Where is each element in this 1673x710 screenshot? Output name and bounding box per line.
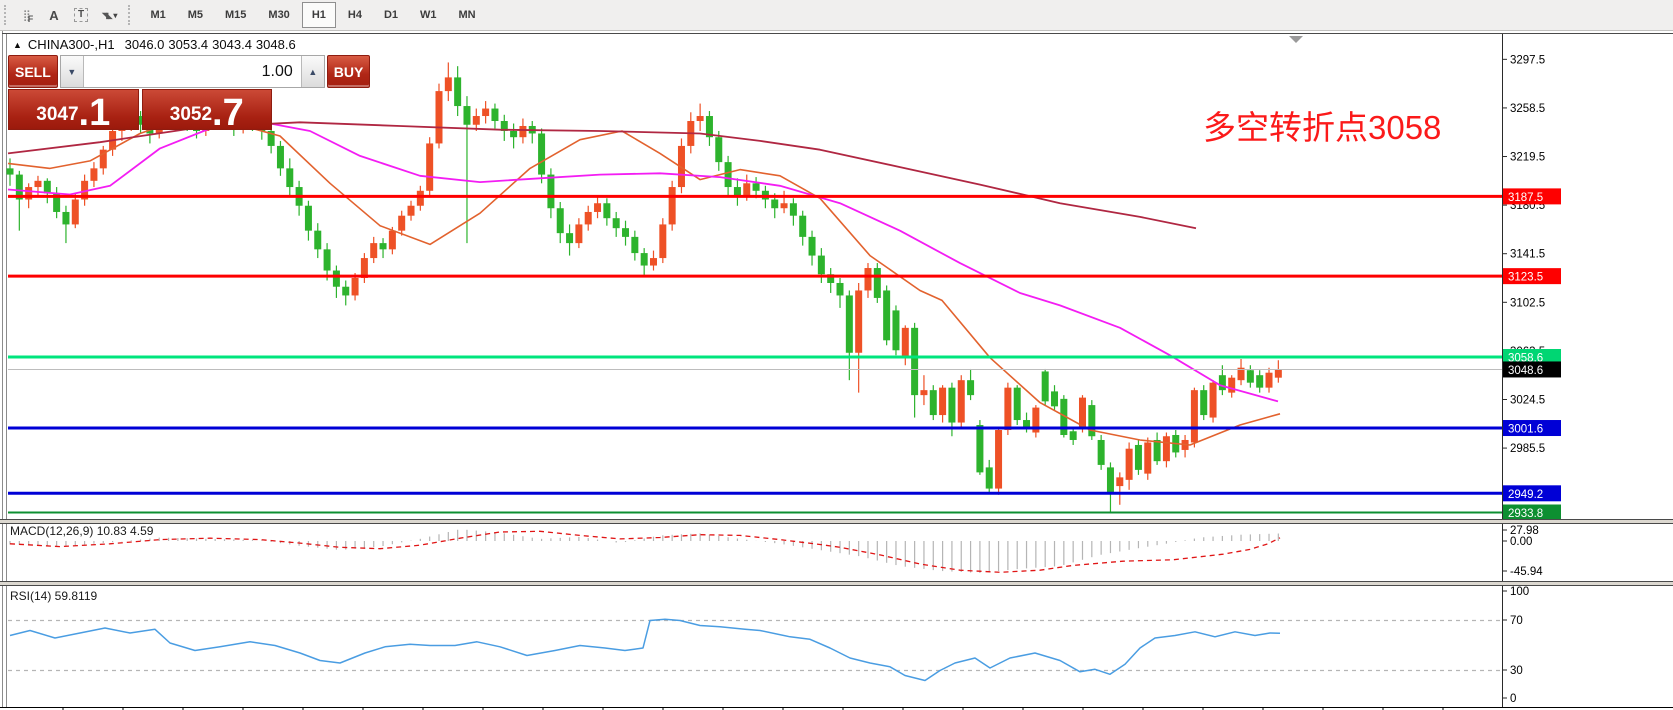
grid-dots-icon: ⣿	[22, 9, 31, 22]
svg-text:2985.5: 2985.5	[1510, 443, 1545, 455]
timeframe-button-m5[interactable]: M5	[178, 2, 213, 28]
sell-price-frac: .1	[78, 91, 111, 134]
svg-text:3048.6: 3048.6	[1508, 365, 1543, 377]
buy-price-display[interactable]: 3052.7	[141, 89, 272, 134]
chevron-down-icon: ▾	[113, 10, 118, 20]
volume-stepper: ▼ ▲	[59, 55, 325, 88]
svg-text:70: 70	[1510, 615, 1523, 627]
svg-text:30: 30	[1510, 665, 1523, 677]
buy-button[interactable]: BUY	[326, 55, 371, 88]
collapse-panel-arrow[interactable]: ▲	[13, 40, 22, 50]
svg-text:3258.5: 3258.5	[1510, 103, 1545, 115]
arrow-tools-icon[interactable]: ◥◣ ▾	[95, 3, 124, 27]
text-box-icon[interactable]: T	[67, 3, 95, 27]
high-value: 3053.4	[168, 37, 209, 52]
timeframe-button-d1[interactable]: D1	[374, 2, 408, 28]
volume-input[interactable]	[83, 56, 301, 87]
chart-title: ▲ CHINA300-,H1 3046.0 3053.4 3043.4 3048.6	[13, 37, 300, 52]
rsi-indicator-label: RSI(14) 59.8119	[10, 589, 98, 603]
svg-text:3001.6: 3001.6	[1508, 424, 1543, 436]
crosshair-grid-icon[interactable]: ⣿ F	[15, 3, 41, 27]
svg-text:3219.5: 3219.5	[1510, 152, 1545, 164]
svg-text:27.98: 27.98	[1510, 525, 1539, 537]
timeframe-button-m1[interactable]: M1	[140, 2, 175, 28]
sell-price-main: 3047	[36, 104, 79, 125]
svg-text:-45.94: -45.94	[1510, 566, 1543, 578]
buy-price-main: 3052	[169, 104, 213, 125]
macd-indicator-label: MACD(12,26,9) 10.83 4.59	[10, 524, 154, 538]
symbol-period-label: CHINA300-,H1	[27, 37, 115, 52]
sell-price-display[interactable]: 3047.1	[8, 89, 139, 134]
svg-text:2933.8: 2933.8	[1508, 508, 1543, 520]
text-label-icon[interactable]: A	[41, 3, 67, 27]
timeframe-buttons: M1 M5 M15 M30 H1 H4 D1 W1 MN	[139, 0, 486, 30]
buy-price-frac: .7	[212, 91, 244, 134]
annotation-text: 多空转折点3058	[1203, 109, 1442, 146]
sell-button[interactable]: SELL	[8, 55, 58, 88]
svg-text:3141.5: 3141.5	[1510, 249, 1545, 261]
svg-text:100: 100	[1510, 586, 1529, 598]
timeframe-button-mn[interactable]: MN	[449, 2, 486, 28]
timeframe-button-w1[interactable]: W1	[410, 2, 447, 28]
text-a-glyph: A	[49, 7, 59, 23]
one-click-trading-panel: SELL ▼ ▲ BUY 3047.1 3052.7	[8, 55, 371, 134]
open-value: 3046.0	[124, 37, 165, 52]
grid-f-label: F	[27, 14, 34, 24]
timeframe-button-h1[interactable]: H1	[301, 2, 336, 28]
timeframe-button-h4[interactable]: H4	[338, 2, 372, 28]
arrow-glyph: ◥◣	[102, 10, 112, 20]
svg-text:0.00: 0.00	[1510, 536, 1532, 548]
volume-up-button[interactable]: ▲	[300, 56, 324, 87]
volume-down-button[interactable]: ▼	[60, 56, 84, 87]
svg-text:3297.5: 3297.5	[1510, 54, 1545, 66]
text-t-glyph: T	[74, 8, 89, 22]
toolbar: ⣿ F A T ◥◣ ▾ M1 M5 M15 M30 H1 H4 D1 W1 MN	[0, 0, 1673, 31]
svg-text:3024.5: 3024.5	[1510, 394, 1545, 406]
toolbar-grip[interactable]	[4, 5, 11, 25]
close-value: 3048.6	[255, 37, 296, 52]
timeframe-button-m15[interactable]: M15	[215, 2, 256, 28]
svg-text:0: 0	[1510, 693, 1516, 705]
low-value: 3043.4	[212, 37, 252, 52]
timeframe-button-m30[interactable]: M30	[258, 2, 299, 28]
svg-text:3187.5: 3187.5	[1508, 192, 1543, 204]
svg-text:3123.5: 3123.5	[1508, 272, 1543, 284]
svg-text:3102.5: 3102.5	[1510, 297, 1545, 309]
svg-text:2949.2: 2949.2	[1508, 489, 1543, 501]
toolbar-grip[interactable]	[128, 5, 135, 25]
